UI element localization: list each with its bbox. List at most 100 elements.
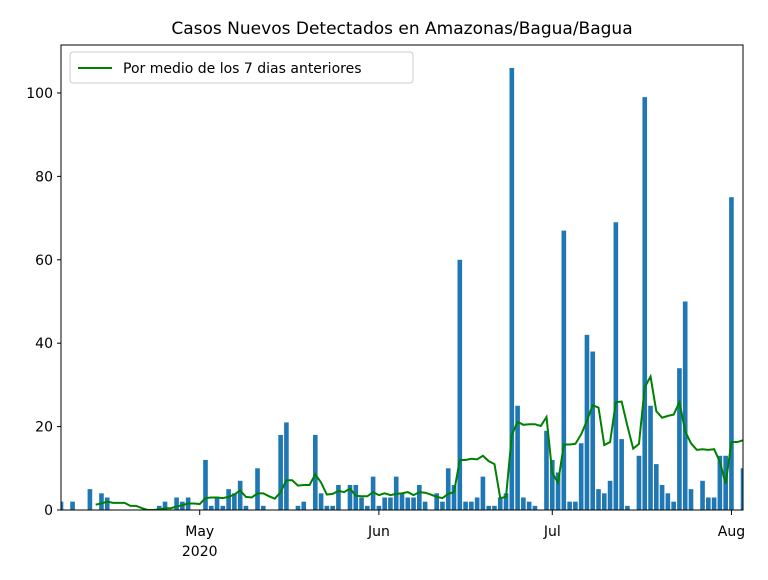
bar: [700, 480, 705, 510]
bar: [318, 493, 324, 510]
bar: [706, 497, 711, 510]
bar: [740, 468, 743, 510]
bar: [399, 493, 405, 510]
bar: [671, 501, 676, 510]
bar: [521, 497, 526, 510]
bar: [422, 501, 428, 510]
bar: [301, 501, 307, 510]
legend-label: Por medio de los 7 dias anteriores: [123, 61, 362, 77]
y-tick-label: 80: [35, 169, 53, 185]
bar: [376, 505, 382, 510]
bar: [451, 484, 457, 510]
bar: [497, 497, 503, 510]
bar: [203, 459, 208, 510]
bar: [214, 497, 220, 510]
y-tick-label: 60: [35, 253, 53, 269]
bar: [549, 459, 555, 510]
bar: [613, 222, 619, 510]
bar: [440, 501, 445, 510]
x-tick-label: Aug: [718, 524, 745, 540]
y-tick-label: 100: [26, 86, 53, 102]
bar: [243, 505, 249, 510]
y-tick-label: 0: [44, 503, 53, 519]
bar: [648, 405, 653, 510]
bar: [653, 464, 659, 510]
y-tick-label: 40: [35, 336, 53, 352]
axes-frame: [60, 44, 744, 511]
bar: [463, 501, 468, 510]
bar: [208, 505, 214, 510]
bar: [573, 501, 578, 510]
bar: [601, 493, 607, 510]
bar: [353, 484, 359, 510]
bar: [688, 489, 694, 510]
bar: [636, 455, 642, 510]
bar: [544, 430, 549, 510]
bar: [284, 422, 289, 510]
chart-title: Casos Nuevos Detectados en Amazonas/Bagu…: [171, 19, 632, 39]
bar: [382, 497, 387, 510]
bar: [232, 493, 237, 510]
bar: [99, 493, 104, 510]
bar: [347, 484, 353, 510]
bar: [330, 505, 335, 510]
average-line: [95, 373, 743, 510]
bar: [642, 97, 648, 510]
bar: [682, 301, 688, 510]
bar: [174, 497, 179, 510]
y-tick-label: 20: [35, 420, 53, 436]
x-year-label: 2020: [182, 544, 218, 560]
bar: [324, 505, 330, 510]
bar: [659, 484, 665, 510]
bar: [619, 439, 624, 510]
x-tick-label: May: [185, 524, 214, 540]
bar: [590, 351, 596, 510]
bar: [417, 484, 422, 510]
bar: [445, 468, 451, 510]
bar: [295, 505, 301, 510]
bar: [61, 501, 64, 510]
bar: [469, 501, 474, 510]
bar: [411, 497, 416, 510]
bar: [359, 497, 364, 510]
bar: [104, 497, 110, 510]
bar: [492, 505, 497, 510]
bar: [237, 480, 243, 510]
bar: [312, 434, 318, 510]
bar: [607, 480, 613, 510]
bar: [434, 493, 439, 510]
bar: [665, 493, 671, 510]
bar: [717, 455, 723, 510]
bar: [503, 493, 509, 510]
bar: [156, 505, 162, 510]
bar: [474, 497, 480, 510]
x-tick-label: Jun: [367, 524, 390, 540]
bar: [480, 476, 486, 510]
bar: [729, 197, 734, 510]
bar: [677, 368, 682, 510]
bar: [336, 484, 341, 510]
bar: [486, 505, 492, 510]
bar: [278, 434, 283, 510]
bar: [255, 468, 260, 510]
bar: [567, 501, 572, 510]
bar: [596, 489, 601, 510]
x-tick-label: Jul: [543, 524, 561, 540]
bar: [220, 505, 226, 510]
bar: [526, 501, 532, 510]
bar: [388, 497, 393, 510]
legend-box: [69, 51, 414, 84]
bar: [509, 67, 515, 510]
bar: [625, 505, 630, 510]
bar: [555, 472, 561, 510]
bar: [515, 405, 520, 510]
bar: [561, 230, 567, 510]
bar: [162, 501, 168, 510]
bar: [532, 505, 538, 510]
bar: [87, 489, 93, 510]
bar: [578, 443, 584, 510]
bar: [70, 501, 75, 510]
plot-area: [61, 67, 743, 510]
bar: [365, 505, 370, 510]
